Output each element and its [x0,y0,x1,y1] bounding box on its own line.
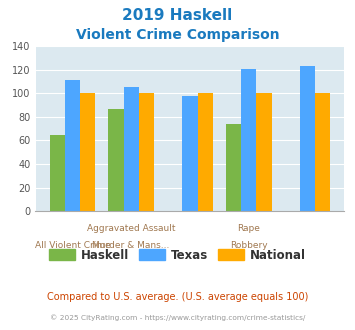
Bar [108,109,124,211]
Bar [124,87,139,211]
Bar [50,135,65,211]
Text: All Violent Crime: All Violent Crime [34,241,110,250]
Text: Compared to U.S. average. (U.S. average equals 100): Compared to U.S. average. (U.S. average … [47,292,308,302]
Text: Aggravated Assault: Aggravated Assault [87,224,175,233]
Text: Robbery: Robbery [230,241,267,250]
Bar [226,124,241,211]
Bar [256,93,272,211]
Legend: Haskell, Texas, National: Haskell, Texas, National [45,244,310,266]
Text: Violent Crime Comparison: Violent Crime Comparison [76,28,279,42]
Bar [182,96,198,211]
Bar [315,93,330,211]
Bar [300,66,315,211]
Bar [65,81,80,211]
Bar [198,93,213,211]
Bar [80,93,95,211]
Bar [139,93,154,211]
Text: 2019 Haskell: 2019 Haskell [122,8,233,23]
Bar [241,69,256,211]
Text: Murder & Mans...: Murder & Mans... [93,241,170,250]
Text: © 2025 CityRating.com - https://www.cityrating.com/crime-statistics/: © 2025 CityRating.com - https://www.city… [50,314,305,321]
Text: Rape: Rape [237,224,260,233]
